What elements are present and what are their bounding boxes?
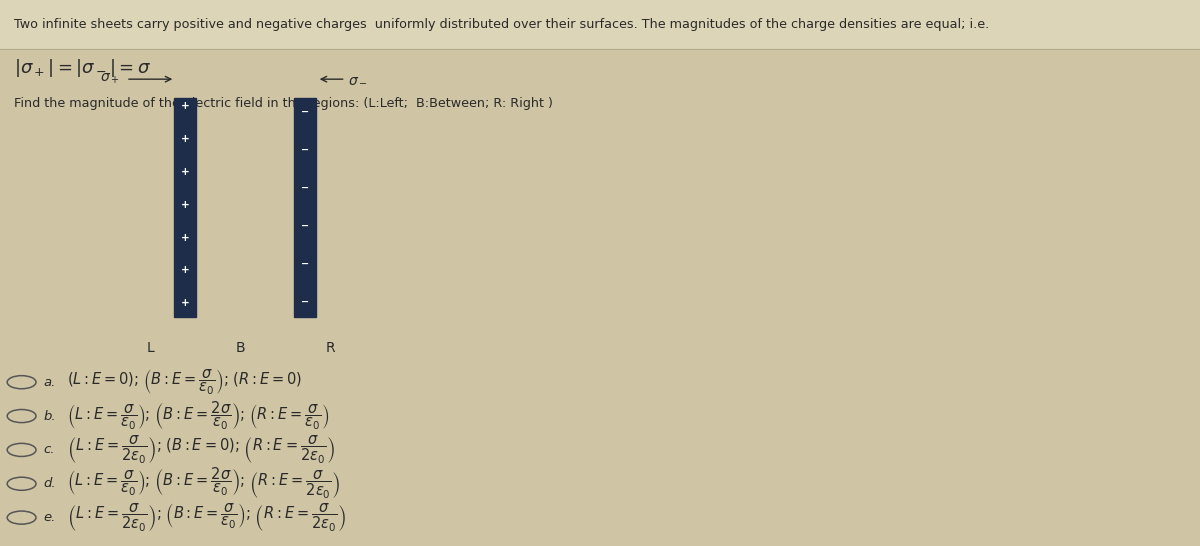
Text: $(L: E = 0)$; $\left(B: E = \dfrac{\sigma}{\varepsilon_0}\right)$; $(R: E = 0)$: $(L: E = 0)$; $\left(B: E = \dfrac{\sigm… bbox=[67, 367, 302, 397]
Text: +: + bbox=[180, 167, 190, 177]
Text: −: − bbox=[301, 183, 308, 193]
Text: +: + bbox=[180, 200, 190, 210]
Bar bbox=[174, 98, 196, 317]
Text: a.: a. bbox=[43, 376, 55, 389]
Bar bbox=[294, 98, 316, 317]
Text: L: L bbox=[146, 341, 154, 355]
Bar bbox=[0, 0, 1200, 49]
Text: −: − bbox=[301, 258, 308, 269]
Text: B: B bbox=[235, 341, 245, 355]
Text: +: + bbox=[180, 233, 190, 242]
Text: $\left(L: E = \dfrac{\sigma}{\varepsilon_0}\right)$; $\left(B: E = \dfrac{2\sigm: $\left(L: E = \dfrac{\sigma}{\varepsilon… bbox=[67, 466, 341, 501]
Text: $\left(L: E = \dfrac{\sigma}{2\varepsilon_0}\right)$; $\left(B: E = \dfrac{\sigm: $\left(L: E = \dfrac{\sigma}{2\varepsilo… bbox=[67, 501, 347, 534]
Text: e.: e. bbox=[43, 511, 55, 524]
Text: d.: d. bbox=[43, 477, 56, 490]
Text: +: + bbox=[180, 102, 190, 111]
Text: −: − bbox=[301, 107, 308, 117]
Text: Two infinite sheets carry positive and negative charges  uniformly distributed o: Two infinite sheets carry positive and n… bbox=[14, 18, 990, 31]
Text: −: − bbox=[301, 145, 308, 155]
Text: R: R bbox=[325, 341, 335, 355]
Text: +: + bbox=[180, 298, 190, 308]
Text: +: + bbox=[180, 265, 190, 275]
Text: Find the magnitude of the electric field in the regions: (L:Left;  B:Between; R:: Find the magnitude of the electric field… bbox=[14, 97, 553, 110]
Text: −: − bbox=[301, 221, 308, 230]
Text: $\sigma_-$: $\sigma_-$ bbox=[348, 72, 368, 86]
Text: +: + bbox=[180, 134, 190, 144]
Text: $\left(L: E = \dfrac{\sigma}{\varepsilon_0}\right)$; $\left(B: E = \dfrac{2\sigm: $\left(L: E = \dfrac{\sigma}{\varepsilon… bbox=[67, 400, 330, 432]
Text: c.: c. bbox=[43, 443, 55, 456]
Text: −: − bbox=[301, 296, 308, 306]
Text: $\left(L: E = \dfrac{\sigma}{2\varepsilon_0}\right)$; $(B: E = 0)$; $\left(R: E : $\left(L: E = \dfrac{\sigma}{2\varepsilo… bbox=[67, 434, 335, 466]
Text: $|\sigma_+| = |\sigma_-| = \sigma$: $|\sigma_+| = |\sigma_-| = \sigma$ bbox=[14, 57, 151, 79]
Text: $\sigma_+$: $\sigma_+$ bbox=[101, 72, 120, 86]
Text: b.: b. bbox=[43, 410, 56, 423]
